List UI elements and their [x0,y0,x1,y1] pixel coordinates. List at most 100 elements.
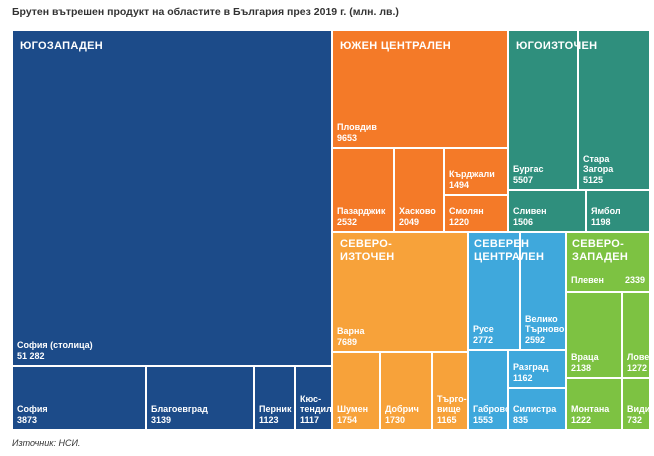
treemap-cell-montana: Монтана 1222 [566,378,622,430]
area-name: Русе [473,324,494,335]
area-name: Хасково [399,206,436,217]
area-value: 51 282 [17,350,45,361]
area-name: Смолян [449,206,484,217]
area-name: Благоевград [151,404,208,415]
area-value: 3139 [151,414,172,425]
area-name: Добрич [385,404,419,415]
cell-label-sofia: София 3873 [17,404,48,425]
cell-label-pernik: Перник 1123 [259,404,291,425]
cell-label-ruse: Русе 2772 [473,324,494,345]
treemap-cell-smolyan: Смолян 1220 [444,195,508,232]
area-value: 2532 [337,216,358,227]
cell-label-kardzhali: Кърджали 1494 [449,169,495,190]
area-name: София (столица) [17,340,93,351]
area-name: Кюс- тендил [300,393,332,415]
source-note: Източник: НСИ. [12,438,81,448]
area-value: 3873 [17,414,38,425]
treemap-cell-plovdiv: Пловдив 9653 [332,30,508,148]
treemap-cell-sofia: София 3873 [12,366,146,430]
area-value: 2049 [399,216,420,227]
area-value: 1754 [337,414,358,425]
cell-label-veliko-tarnovo: Велико Търново 2592 [525,314,564,345]
treemap-cell-pazardzhik: Пазарджик 2532 [332,148,394,232]
area-name: Ловеч [627,352,650,363]
cell-label-blagoevgrad: Благоевград 3139 [151,404,208,425]
area-name: Велико Търново [525,313,565,335]
cell-label-yambol: Ямбол 1198 [591,206,621,227]
area-name: Монтана [571,404,610,415]
region-label-yz: ЮГОЗАПАДЕН [20,40,104,52]
area-value: 1553 [473,414,494,425]
treemap-cell-gabrovo: Габрово 1553 [468,350,508,430]
area-name: Плевен [571,274,604,285]
area-value: 1162 [513,372,533,383]
treemap-cell-kyustendil: Кюс- тендил 1117 [295,366,332,430]
area-value: 1198 [591,216,611,227]
area-name: Видин [627,404,650,415]
treemap-cell-shumen: Шумен 1754 [332,352,380,430]
treemap-cell-dobrich: Добрич 1730 [380,352,432,430]
cell-label-lovech: Ловеч1272 [627,352,650,373]
area-name: Пловдив [337,122,377,133]
area-name: Ямбол [591,206,621,217]
cell-label-smolyan: Смолян 1220 [449,206,484,227]
cell-label-pleven: Плевен 2339 [571,275,645,285]
cell-label-razgrad: Разград 1162 [513,362,548,383]
treemap-cell-razgrad: Разград 1162 [508,350,566,388]
treemap-cell-silistra: Силистра 835 [508,388,566,430]
cell-label-sliven: Сливен 1506 [513,206,547,227]
treemap-cell-varna: Варна 7689 [332,232,468,352]
area-value: 5125 [583,174,604,185]
area-name: Сливен [513,206,547,217]
cell-label-dobrich: Добрич 1730 [385,404,419,425]
area-value: 1494 [449,179,470,190]
area-value: 1117 [300,414,320,425]
area-value: 1506 [513,216,534,227]
area-value: 1730 [385,414,406,425]
cell-label-burgas: Бургас 5507 [513,164,544,185]
area-value: 1165 [437,414,457,425]
region-label-yi: ЮГОИЗТОЧЕН [516,40,598,52]
treemap-cell-stara-zagora: Стара Загора 5125 [578,30,650,190]
cell-label-shumen: Шумен 1754 [337,404,368,425]
area-value: 5507 [513,174,534,185]
treemap-cell-lovech: Ловеч1272 [622,292,650,378]
cell-label-varna: Варна 7689 [337,326,364,347]
area-value: 1123 [259,414,279,425]
region-label-yc: ЮЖЕН ЦЕНТРАЛЕН [340,40,452,52]
area-value: 1222 [571,414,592,425]
area-name: Перник [259,404,292,415]
area-value: 2339 [624,274,645,285]
area-value: 7689 [337,336,358,347]
cell-label-pazardzhik: Пазарджик 2532 [337,206,385,227]
area-name: Пазарджик [337,206,386,217]
region-label-sc: СЕВЕРЕН ЦЕНТРАЛЕН [474,238,545,263]
area-value: 835 [513,414,529,425]
region-label-sz: СЕВЕРО- ЗАПАДЕН [572,238,629,263]
area-name: Търго- вище [437,393,467,415]
area-name: Разград [513,362,549,373]
cell-label-montana: Монтана 1222 [571,404,609,425]
area-value: 2592 [525,334,546,345]
treemap-cell-vratsa: Враца 2138 [566,292,622,378]
area-name: Кърджали [449,169,495,180]
cell-label-vratsa: Враца 2138 [571,352,599,373]
treemap-cell-sofia-capital: София (столица) 51 282 [12,30,332,366]
treemap-cell-ruse: Русе 2772 [468,232,520,350]
treemap-cell-yambol: Ямбол 1198 [586,190,650,232]
cell-label-stara-zagora: Стара Загора 5125 [583,154,613,185]
treemap-cell-veliko-tarnovo: Велико Търново 2592 [520,232,566,350]
cell-label-silistra: Силистра 835 [513,404,556,425]
treemap-cell-sliven: Сливен 1506 [508,190,586,232]
cell-label-gabrovo: Габрово 1553 [473,404,508,425]
area-name: Габрово [473,404,508,415]
treemap-cell-pernik: Перник 1123 [254,366,295,430]
area-value: 2772 [473,334,494,345]
area-name: Бургас [513,164,544,175]
region-label-si: СЕВЕРО- ИЗТОЧЕН [340,238,395,263]
chart-title: Брутен вътрешен продукт на областите в Б… [12,6,399,18]
cell-label-haskovo: Хасково 2049 [399,206,436,227]
cell-label-kyustendil: Кюс- тендил 1117 [300,393,332,425]
area-value: 1220 [449,216,470,227]
treemap-cell-burgas: Бургас 5507 [508,30,578,190]
